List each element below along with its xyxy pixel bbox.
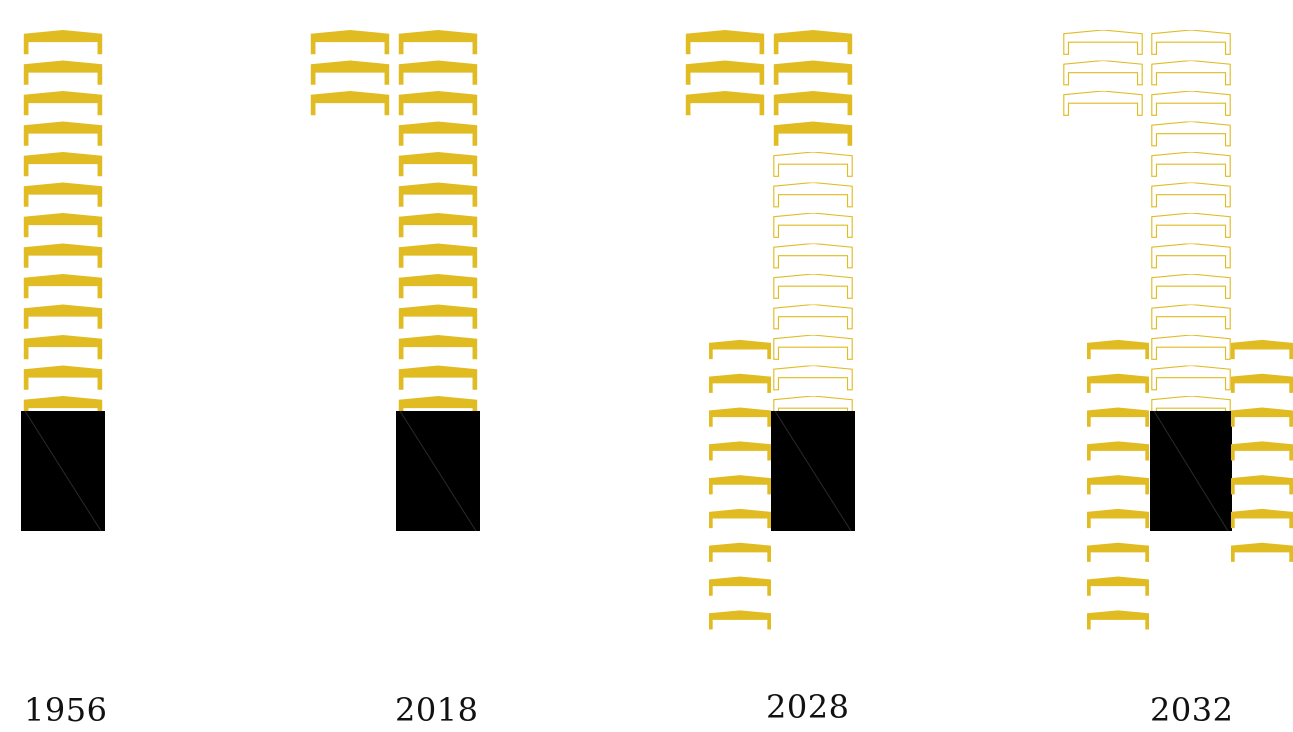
- hall-segment: [709, 610, 771, 630]
- hall-segment: [23, 335, 103, 360]
- year-label-2032: 2032: [1150, 691, 1234, 729]
- hall-segment-outline: [1151, 152, 1231, 177]
- hall-segment: [23, 243, 103, 268]
- hall-segment: [1231, 475, 1293, 495]
- hall-segment: [709, 373, 771, 393]
- hall-segment: [773, 121, 853, 146]
- hall-segment: [773, 60, 853, 85]
- core-diagonal: [1153, 410, 1229, 532]
- hall-segment: [1087, 475, 1149, 495]
- hall-segment: [310, 30, 390, 55]
- hall-segment: [709, 339, 771, 360]
- hall-segment-outline: [1151, 304, 1231, 330]
- hall-segment: [685, 91, 765, 116]
- hall-segment: [1231, 407, 1293, 427]
- hall-segment-outline: [1151, 30, 1231, 55]
- hall-segment: [1231, 373, 1293, 393]
- phase-1956: [21, 30, 105, 532]
- hall-segment: [23, 304, 103, 329]
- hall-segment-outline: [1151, 60, 1231, 86]
- hall-segment: [398, 243, 478, 268]
- hall-segment-outline: [773, 274, 853, 299]
- hall-segment: [709, 441, 771, 461]
- hall-segment-outline: [1151, 213, 1231, 238]
- hall-segment: [398, 182, 478, 207]
- hall-segment: [310, 91, 390, 116]
- hall-segment-outline: [773, 365, 853, 391]
- hall-segment: [398, 304, 478, 329]
- hall-segment: [23, 30, 103, 55]
- hall-segment-outline: [1151, 365, 1231, 391]
- hall-segment: [1087, 610, 1149, 630]
- hall-segment: [1231, 441, 1293, 461]
- hall-segment: [398, 60, 478, 85]
- hall-segment: [398, 213, 478, 238]
- hall-segment: [1231, 542, 1293, 562]
- hall-segment-outline: [773, 152, 853, 177]
- hall-segment: [709, 542, 771, 562]
- core-diagonal: [774, 410, 852, 532]
- year-label-1956: 1956: [24, 691, 108, 729]
- hall-segment-outline: [1151, 335, 1231, 360]
- hall-segment: [685, 30, 765, 55]
- hall-segment: [398, 152, 478, 177]
- hall-segment: [23, 274, 103, 299]
- hall-segment: [23, 152, 103, 177]
- core-diagonal: [399, 410, 477, 532]
- hall-segment: [23, 121, 103, 146]
- hall-segment-outline: [1063, 60, 1143, 86]
- hall-segment-outline: [1151, 91, 1231, 116]
- hall-segment: [1087, 576, 1149, 596]
- hall-segment-outline: [1151, 121, 1231, 147]
- hall-segment-outline: [773, 304, 853, 330]
- hall-segment: [685, 60, 765, 85]
- hall-segment: [23, 91, 103, 116]
- hall-segment: [398, 335, 478, 360]
- hall-segment: [1087, 407, 1149, 427]
- hall-segment: [709, 576, 771, 596]
- hall-segment-outline: [773, 335, 853, 360]
- hall-segment: [709, 508, 771, 529]
- hall-segment: [398, 91, 478, 116]
- hall-segment-outline: [1063, 30, 1143, 55]
- hall-segment: [1087, 339, 1149, 360]
- hall-segment: [398, 121, 478, 146]
- phase-2018: [310, 30, 480, 532]
- hall-segment-outline: [1151, 243, 1231, 269]
- hall-segment: [1087, 508, 1149, 529]
- hall-segment: [23, 365, 103, 390]
- core-diagonal: [24, 410, 102, 532]
- year-label-2018: 2018: [395, 691, 479, 729]
- phase-2028: [685, 30, 855, 630]
- hall-segment: [398, 365, 478, 390]
- hall-segment: [773, 91, 853, 116]
- hall-segment: [310, 60, 390, 85]
- hall-segment-outline: [773, 182, 853, 208]
- hall-segment: [1087, 373, 1149, 393]
- hall-segment: [23, 182, 103, 207]
- hall-segment: [1231, 508, 1293, 529]
- hall-segment: [1231, 339, 1293, 360]
- hall-segment: [23, 213, 103, 238]
- hall-segment-outline: [773, 213, 853, 238]
- hall-segment: [773, 30, 853, 55]
- hall-segment: [398, 30, 478, 55]
- hall-segment: [398, 274, 478, 299]
- hall-segment: [23, 60, 103, 85]
- hall-segment: [709, 475, 771, 495]
- hall-segment: [1087, 441, 1149, 461]
- hall-segment-outline: [1151, 182, 1231, 208]
- hall-segment-outline: [1063, 91, 1143, 116]
- hall-segment-outline: [1151, 274, 1231, 299]
- hall-segment: [1087, 542, 1149, 562]
- year-label-2028: 2028: [766, 688, 850, 726]
- hall-segment-outline: [773, 243, 853, 269]
- phase-2032: [1063, 30, 1293, 630]
- hall-segment: [709, 407, 771, 427]
